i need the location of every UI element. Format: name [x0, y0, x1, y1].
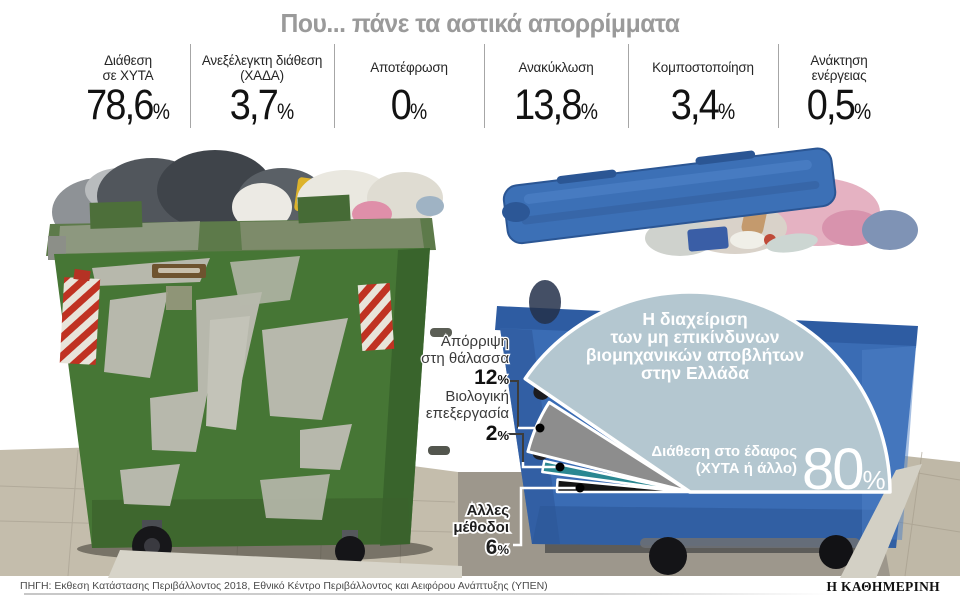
stat-recycling: Ανακύκλωση 13,8% — [486, 52, 626, 126]
pie-label-bio-line2: επεξεργασία — [426, 405, 509, 422]
pie-value-land: 80% — [802, 437, 886, 502]
stat-label-line: (ΧΑΔΑ) — [240, 68, 284, 83]
stat-composting: Κομποστοποίηση 3,4% — [633, 52, 773, 126]
pie-label-land-line2: (ΧΥΤΑ ή άλλο) — [696, 460, 797, 477]
pie-title-line: των μη επικίνδυνων — [611, 327, 780, 347]
open-lid — [502, 147, 837, 245]
stat-value: 3,7% — [229, 81, 295, 129]
pie-value-number: 6 — [486, 536, 498, 559]
pie-label-sea-line2: στη θάλασσα — [421, 350, 509, 367]
pie-title-line: βιομηχανικών αποβλήτων — [586, 345, 804, 365]
stat-label-line: Ανάκτηση — [810, 52, 868, 68]
footer-rule — [24, 593, 848, 595]
column-divider — [334, 44, 335, 128]
peeling-paint — [92, 256, 352, 520]
stat-label-line: ενέργειας — [811, 68, 867, 83]
stat-label: Ανάκτηση ενέργειας — [769, 52, 909, 84]
green-dumpster — [46, 150, 452, 566]
stat-label-line: Ανεξέλεγκτη διάθεση — [201, 52, 323, 68]
pie-value-number: 2 — [486, 422, 498, 445]
column-divider — [190, 44, 191, 128]
newspaper-logo: Η ΚΑΘΗΜΕΡΙΝΗ — [826, 579, 940, 594]
column-divider — [484, 44, 485, 128]
pie-value-unit: % — [497, 542, 509, 557]
stat-label-line: Ανακύκλωση — [518, 60, 594, 76]
pie-label-land-line1: Διάθεση στο έδαφος — [651, 443, 797, 460]
pie-value-unit: % — [497, 428, 509, 443]
pie-segment-land-80 — [523, 290, 892, 494]
pie-value-sea: 12% — [474, 366, 509, 389]
stat-value: 0% — [390, 81, 428, 129]
pie-label-other-line2: μέθοδοι — [453, 519, 509, 536]
stat-xada: Ανεξέλεγκτη διάθεση (ΧΑΔΑ) 3,7% — [192, 52, 332, 129]
pie-value-unit: % — [863, 465, 886, 495]
stat-label-line: Διάθεση — [104, 52, 152, 68]
stat-label: Διάθεση σε ΧΥΤΑ — [58, 52, 198, 84]
pie-value-unit: % — [497, 372, 509, 387]
pie-callouts — [502, 380, 585, 547]
stat-label: Κομποστοποίηση — [633, 52, 773, 84]
wheels — [640, 535, 860, 575]
stat-label: Ανακύκλωση — [486, 52, 626, 84]
stat-energy-recovery: Ανάκτηση ενέργειας 0,5% — [769, 52, 909, 129]
stat-incineration: Αποτέφρωση 0% — [339, 52, 479, 126]
stat-label: Αποτέφρωση — [339, 52, 479, 84]
pie-title-line: Η διαχείριση — [642, 309, 747, 329]
pie-side-labels: Απόρριψη στη θάλασσα 12% Βιολογική επεξε… — [420, 332, 511, 561]
stat-value: 78,6% — [86, 81, 170, 129]
pie-label-other-line1: Αλλες — [467, 502, 510, 519]
hazard-stripes-left — [59, 277, 101, 365]
hazard-stripes-right — [357, 282, 395, 352]
sticker — [166, 286, 192, 310]
stats-row: Διάθεση σε ΧΥΤΑ 78,6% Ανεξέλεγκτη διάθεση… — [0, 44, 960, 132]
curb — [840, 464, 922, 578]
column-divider — [778, 44, 779, 128]
stat-label-line: Κομποστοποίηση — [652, 60, 754, 76]
stat-value: 13,8% — [514, 81, 598, 129]
stat-value: 0,5% — [806, 81, 872, 129]
stat-xyta: Διάθεση σε ΧΥΤΑ 78,6% — [58, 52, 198, 129]
stat-label-line: Αποτέφρωση — [370, 60, 448, 76]
stat-label-line: σε ΧΥΤΑ — [102, 68, 154, 83]
column-divider — [628, 44, 629, 128]
pie-value-bio: 2% — [486, 422, 510, 445]
page-title: Που... πάνε τα αστικά απορρίμματα — [280, 8, 680, 38]
stat-label: Ανεξέλεγκτη διάθεση (ΧΑΔΑ) — [192, 52, 332, 84]
source-credit: ΠΗΓΗ: Εκθεση Κατάστασης Περιβάλλοντος 20… — [20, 580, 548, 592]
pie-title-line: στην Ελλάδα — [641, 363, 749, 383]
pie-value-number: 80 — [802, 437, 863, 502]
pie-value-other: 6% — [486, 536, 510, 559]
curb — [108, 550, 462, 578]
pie-value-number: 12 — [474, 366, 497, 389]
stat-value: 3,4% — [670, 81, 736, 129]
pie-label-sea-line1: Απόρριψη — [441, 333, 509, 350]
pie-label-bio-line1: Βιολογική — [445, 388, 509, 405]
pie-segment-other-6 — [555, 478, 692, 494]
